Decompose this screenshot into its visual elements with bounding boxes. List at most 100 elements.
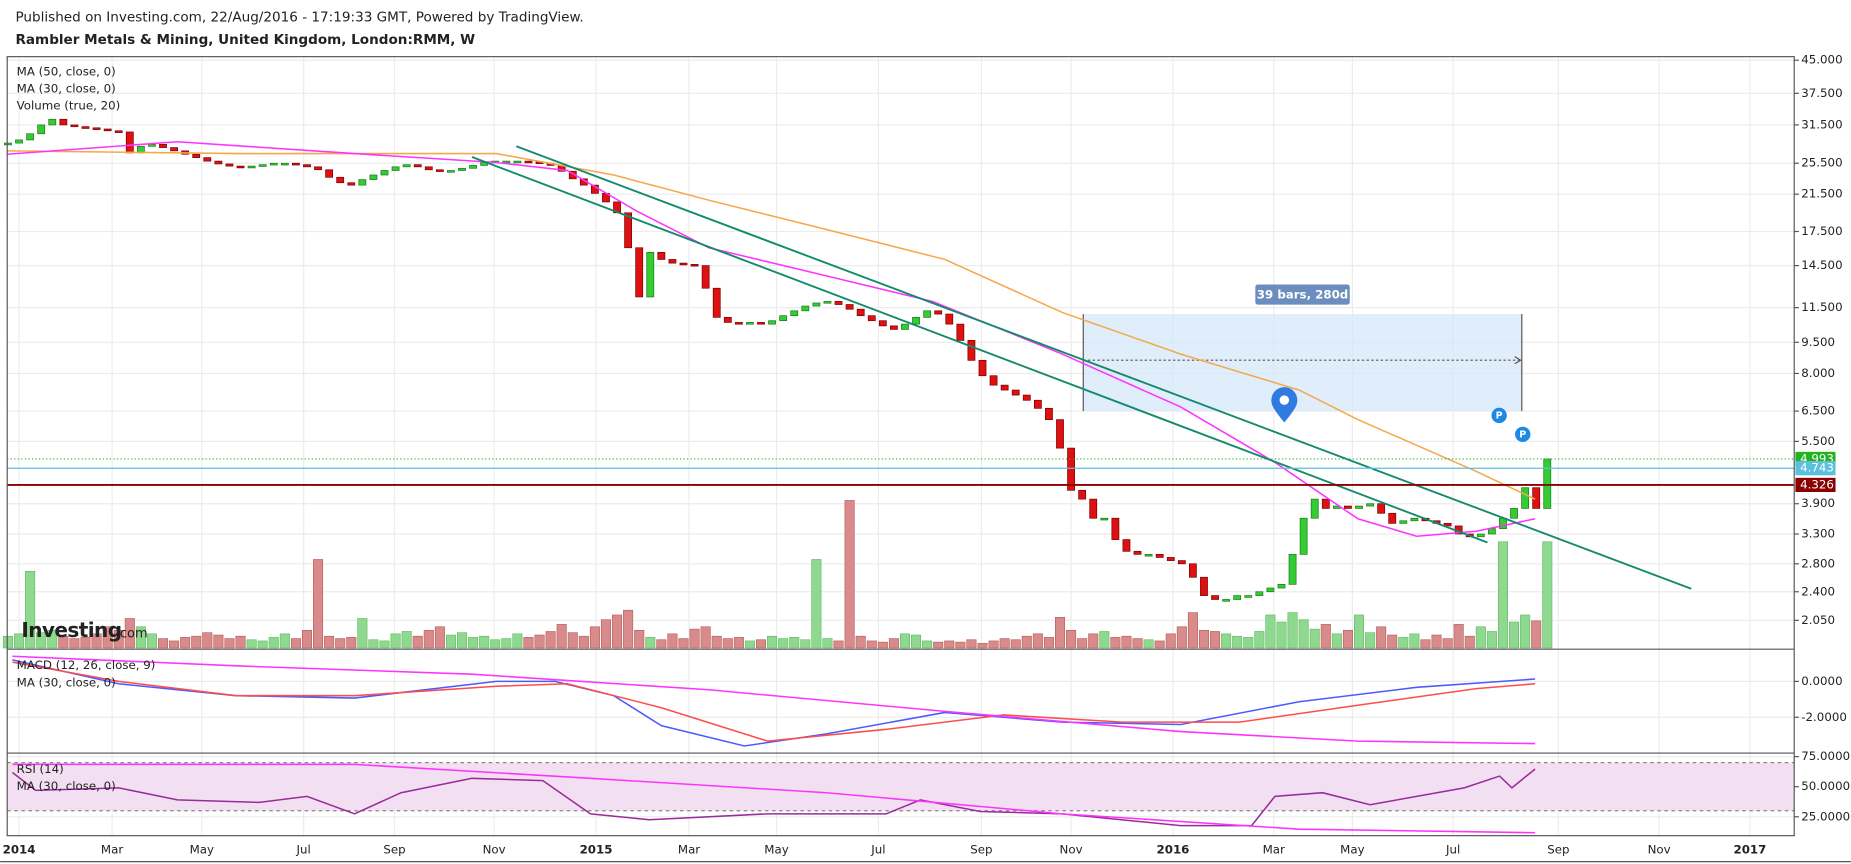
candle	[867, 315, 876, 322]
series-line	[12, 659, 1536, 747]
x-tick-label: 2014	[3, 842, 36, 856]
volume-bar	[468, 637, 479, 649]
overlay: Investing .com 2014 Mar May Jul Sep Nov 2015 Ma…	[0, 53, 1851, 863]
candle	[1266, 587, 1275, 593]
candle	[790, 310, 799, 317]
candle	[125, 131, 134, 154]
candle	[203, 157, 212, 162]
candle	[524, 160, 533, 164]
volume-bar	[313, 559, 324, 649]
candle	[1299, 517, 1308, 555]
volume-bar	[1342, 630, 1353, 649]
volume-bar	[1320, 624, 1331, 649]
volume-bar	[357, 618, 368, 649]
candle	[292, 162, 300, 166]
candle	[701, 265, 710, 289]
candle	[1244, 595, 1253, 598]
volume-bar	[634, 630, 645, 649]
price-label-box	[1795, 477, 1836, 493]
candle	[1022, 394, 1031, 401]
legend-label: MA (30, close, 0)	[17, 82, 116, 96]
y-tick-label: 8.000	[1801, 366, 1835, 380]
candle	[635, 247, 644, 298]
candle	[1200, 576, 1208, 596]
series-line	[6, 150, 1536, 500]
series-line	[6, 140, 1536, 537]
marker-badge	[1515, 426, 1531, 443]
volume-bar	[512, 633, 523, 649]
candle	[1045, 407, 1053, 421]
price-label: 4.743	[1800, 461, 1834, 475]
candle	[757, 322, 765, 325]
volume-bar	[268, 637, 279, 649]
volume-bar	[966, 639, 977, 649]
volume-bar	[600, 619, 611, 649]
candle	[325, 169, 334, 178]
candle	[225, 163, 234, 167]
volume-bar	[14, 633, 25, 649]
marker-badge	[1491, 407, 1507, 424]
candle	[712, 287, 721, 318]
candle	[1000, 384, 1009, 391]
trendline	[515, 145, 1692, 590]
volume-bar	[434, 626, 445, 649]
volume-bar	[80, 637, 91, 649]
volume-bar	[1431, 634, 1442, 649]
candle	[303, 164, 311, 168]
series-line	[11, 768, 1536, 827]
x-tick-label: 2016	[1157, 842, 1190, 856]
candle	[447, 170, 455, 173]
candle	[878, 320, 887, 327]
candle	[1321, 498, 1330, 509]
candle	[1033, 399, 1042, 409]
volume-bar	[822, 638, 833, 649]
candle	[347, 182, 356, 186]
volume-bar	[1032, 633, 1043, 649]
volume-bar	[955, 641, 966, 649]
volume-bar	[1420, 639, 1431, 649]
volume-bar	[1475, 626, 1486, 649]
volume-bar	[789, 637, 800, 649]
candle	[989, 375, 998, 386]
candle	[269, 162, 278, 166]
volume-bar	[589, 626, 600, 649]
y-tick-label: 6.500	[1801, 404, 1835, 418]
volume-bar	[1066, 630, 1077, 649]
volume-bar	[69, 638, 80, 649]
volume-bar	[1520, 614, 1531, 649]
candle	[391, 166, 400, 171]
volume-bar	[91, 633, 102, 649]
volume-bar	[158, 638, 169, 649]
candle	[723, 317, 732, 323]
candle	[314, 166, 322, 171]
candle	[26, 133, 35, 141]
volume-bar	[257, 640, 268, 649]
volume-bar	[1298, 619, 1309, 649]
volume-bar	[1387, 634, 1398, 649]
volume-bar	[767, 635, 778, 649]
candle	[59, 118, 68, 126]
volume-bar	[988, 640, 999, 649]
volume-bar	[213, 634, 224, 649]
x-tick-label: Jul	[1445, 842, 1460, 856]
volume-bar	[501, 638, 512, 649]
candle	[1443, 522, 1452, 527]
series-line	[12, 655, 1536, 745]
candle	[768, 320, 776, 325]
volume-bar	[1442, 638, 1453, 649]
volume-bar	[1531, 620, 1542, 649]
volume-bar	[556, 624, 567, 649]
candle	[690, 264, 699, 267]
candle	[1067, 447, 1075, 491]
candle	[934, 310, 943, 315]
x-tick-label: Sep	[970, 842, 992, 856]
volume-bar	[368, 639, 379, 649]
volume-bar	[1509, 621, 1520, 649]
y-tick-label: 11.500	[1801, 300, 1842, 314]
candle	[734, 322, 743, 325]
candle	[1222, 599, 1231, 602]
legend-label: Volume (true, 20)	[17, 99, 121, 113]
candle	[336, 176, 345, 184]
x-tick-label: 2015	[580, 842, 613, 856]
